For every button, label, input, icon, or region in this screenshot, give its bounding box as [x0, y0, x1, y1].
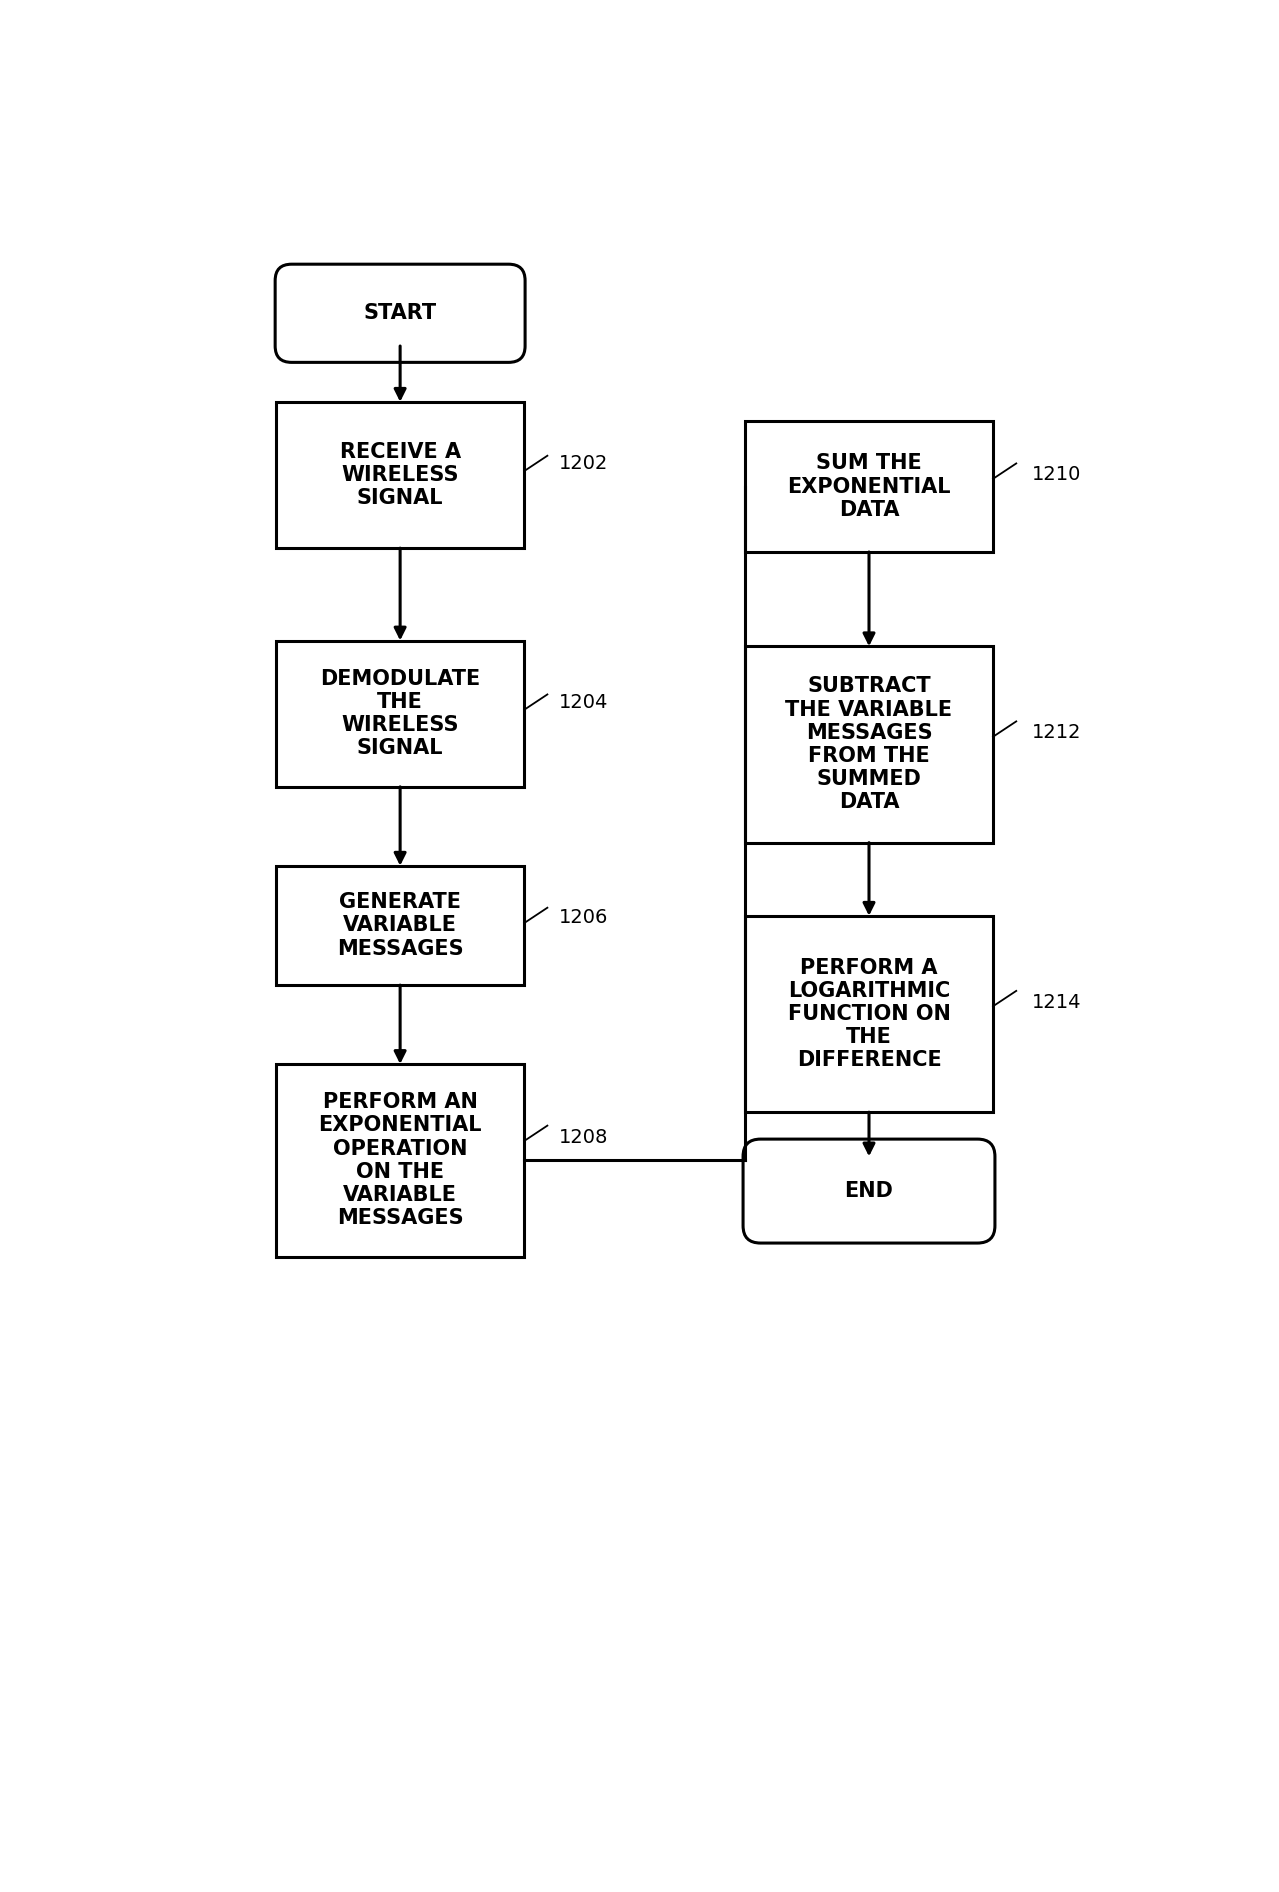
Text: PERFORM AN
EXPONENTIAL
OPERATION
ON THE
VARIABLE
MESSAGES: PERFORM AN EXPONENTIAL OPERATION ON THE …: [318, 1092, 482, 1228]
Bar: [276, 1063, 524, 1256]
FancyBboxPatch shape: [743, 1139, 995, 1243]
Bar: [276, 867, 524, 986]
Text: 1214: 1214: [1032, 993, 1081, 1012]
Text: 1208: 1208: [559, 1128, 609, 1147]
Text: 1206: 1206: [559, 908, 609, 927]
Bar: [744, 422, 993, 552]
Text: RECEIVE A
WIRELESS
SIGNAL: RECEIVE A WIRELESS SIGNAL: [339, 441, 460, 509]
Text: START: START: [363, 303, 436, 324]
Bar: [276, 401, 524, 549]
Text: DEMODULATE
THE
WIRELESS
SIGNAL: DEMODULATE THE WIRELESS SIGNAL: [320, 670, 480, 759]
Text: 1202: 1202: [559, 454, 609, 473]
Bar: [744, 647, 993, 842]
Text: PERFORM A
LOGARITHMIC
FUNCTION ON
THE
DIFFERENCE: PERFORM A LOGARITHMIC FUNCTION ON THE DI…: [788, 957, 950, 1071]
Text: 1212: 1212: [1032, 723, 1081, 742]
Text: GENERATE
VARIABLE
MESSAGES: GENERATE VARIABLE MESSAGES: [336, 893, 463, 959]
Text: END: END: [844, 1181, 894, 1201]
Text: 1204: 1204: [559, 692, 609, 711]
Bar: [276, 641, 524, 787]
Text: SUBTRACT
THE VARIABLE
MESSAGES
FROM THE
SUMMED
DATA: SUBTRACT THE VARIABLE MESSAGES FROM THE …: [785, 677, 953, 812]
FancyBboxPatch shape: [275, 265, 526, 363]
Text: 1210: 1210: [1032, 465, 1081, 484]
Bar: [744, 916, 993, 1112]
Text: SUM THE
EXPONENTIAL
DATA: SUM THE EXPONENTIAL DATA: [788, 454, 950, 520]
